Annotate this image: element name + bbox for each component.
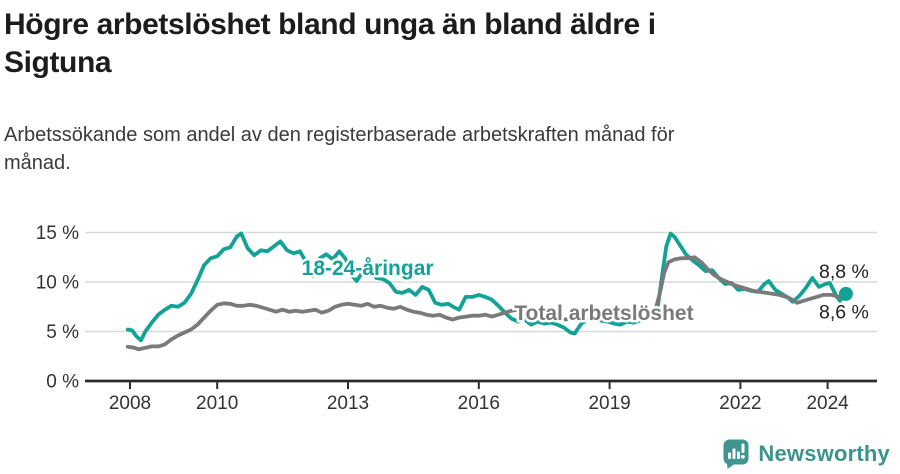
y-tick-label-15: 15 %	[36, 223, 79, 244]
x-tick-label-2019: 2019	[588, 393, 630, 414]
subtitle-line-2: månad.	[4, 152, 71, 174]
chart-subtitle: Arbetssökande som andel av den registerb…	[4, 121, 674, 177]
newsworthy-brand-name: Newsworthy	[758, 441, 890, 466]
newsworthy-chart-bubble-icon	[723, 439, 749, 469]
series-label-18-24-aringar: 18-24-åringar	[302, 257, 434, 280]
title-line-2: Sigtuna	[4, 46, 112, 79]
y-tick-label-5: 5 %	[46, 322, 79, 343]
x-tick-label-2022: 2022	[719, 393, 761, 414]
y-tick-label-0: 0 %	[46, 372, 79, 393]
x-tick-label-2024: 2024	[806, 393, 849, 414]
x-tick-label-2008: 2008	[109, 393, 151, 414]
newsworthy-branding: Newsworthy	[723, 439, 890, 469]
end-value-label-18-24-aringar: 8,8 %	[819, 261, 869, 283]
series-end-dot	[838, 286, 853, 301]
chart-title: Högre arbetslöshet bland unga än bland ä…	[4, 6, 656, 82]
series-label-total-arbetsloshet: Total arbetslöshet	[514, 302, 693, 325]
title-line-1: Högre arbetslöshet bland unga än bland ä…	[4, 8, 656, 41]
end-value-label-total-arbetsloshet: 8,6 %	[819, 301, 869, 323]
y-tick-label-10: 10 %	[36, 273, 79, 294]
subtitle-line-1: Arbetssökande som andel av den registerb…	[4, 124, 675, 146]
x-tick-label-2010: 2010	[196, 393, 238, 414]
x-tick-label-2013: 2013	[327, 393, 369, 414]
x-tick-label-2016: 2016	[458, 393, 500, 414]
series-line-total-arbetsloshet	[125, 255, 850, 352]
